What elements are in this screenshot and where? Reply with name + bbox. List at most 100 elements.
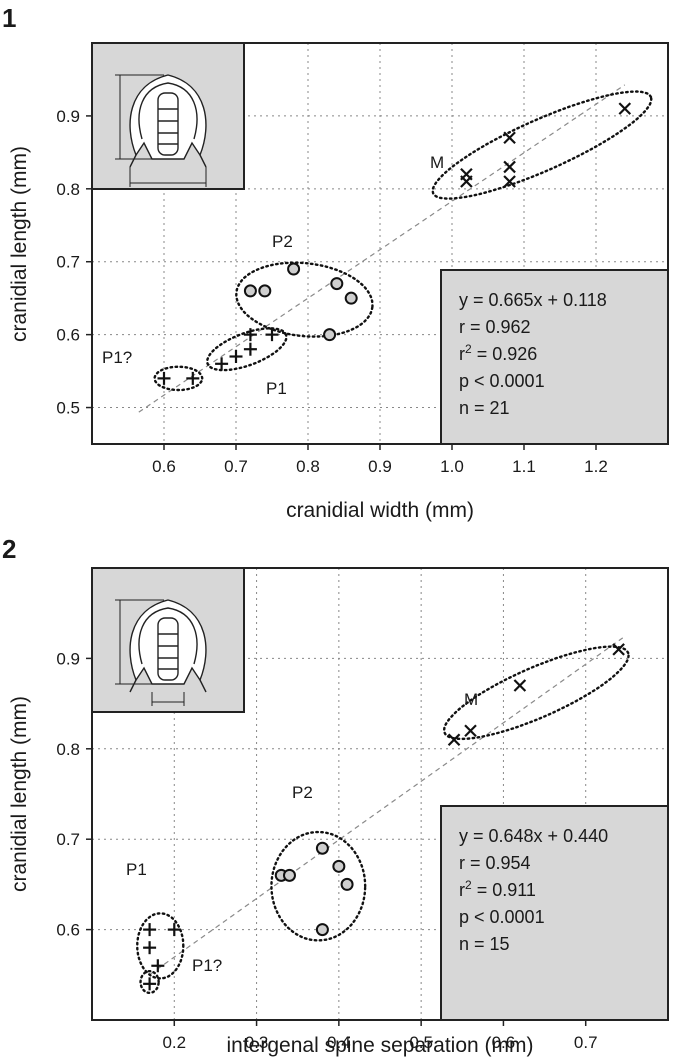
group-ellipse-p1 [205, 327, 288, 372]
x-tick-label-3: 0.9 [368, 457, 392, 476]
y-tick-label-0: 0.6 [56, 921, 80, 940]
stats-r-squared: r2 = 0.926 [459, 342, 537, 364]
right-genal-spine [199, 679, 207, 693]
group-label-m: M [430, 153, 444, 172]
plus-marker-p1q-1 [186, 371, 200, 385]
stats-r: r = 0.962 [459, 317, 531, 337]
left-genal-spine [129, 154, 137, 168]
x-marker-m-3 [612, 643, 625, 656]
plus-marker-p1-4 [265, 328, 279, 342]
x-tick-label-2: 0.4 [327, 1033, 351, 1052]
group-ellipse-p1q [153, 365, 204, 392]
stats-equation: y = 0.648x + 0.440 [459, 826, 608, 846]
circle-marker-p2-4 [340, 877, 354, 891]
group-label-p1q: P1? [102, 348, 132, 367]
x-marker-stroke-b [612, 643, 625, 656]
x-marker-stroke-b [447, 733, 461, 747]
right-genal-spine [199, 154, 207, 168]
cranidium-outline [129, 599, 207, 685]
circle-marker-p2-1 [282, 868, 296, 882]
scatter-chart-1: 1 M P2 P1 P1? y = 0.665x + 0.118 r = 0.962 r2 =… [2, 3, 669, 522]
regression-line [149, 637, 624, 976]
x-marker-stroke-b [503, 160, 516, 174]
scatter-panel-2: 2 M P2 P1 P1? y = 0.648x + 0.440 r = 0.954 r2 =… [0, 531, 678, 1062]
stats-n: n = 21 [459, 398, 510, 418]
plot-frame [91, 567, 669, 1021]
cranidium-inner-border [138, 82, 198, 140]
plus-marker-p1q-0 [143, 977, 157, 991]
x-tick-label-5: 0.7 [574, 1033, 598, 1052]
x-marker-stroke-b [503, 131, 516, 145]
circle-marker-p2-4 [344, 291, 358, 305]
y-tick-label-1: 0.6 [56, 326, 80, 345]
x-tick-label-4: 1.0 [440, 457, 464, 476]
regression-line [138, 84, 626, 413]
cranidium-outline [129, 74, 207, 160]
x-marker-m-3 [503, 160, 516, 174]
y-tick-label-2: 0.7 [56, 253, 80, 272]
plus-marker-p1-2 [143, 941, 157, 955]
glabella [157, 92, 179, 156]
y-tick-label-2: 0.8 [56, 740, 80, 759]
x-marker-stroke-b [513, 679, 527, 692]
cranidium-diagram-1 [115, 599, 207, 706]
circle-marker-p2-5 [323, 328, 337, 342]
group-label-p1: P1 [126, 860, 147, 879]
left-genal-spine [129, 679, 137, 693]
x-tick-label-0: 0.6 [152, 457, 176, 476]
group-label-p2: P2 [292, 783, 313, 802]
x-tick-label-5: 1.1 [512, 457, 536, 476]
group-ellipse-p2 [270, 830, 367, 942]
x-tick-label-3: 0.5 [409, 1033, 433, 1052]
stats-p-value: p < 0.0001 [459, 371, 545, 391]
circle-marker-p2-3 [330, 277, 344, 291]
group-label-p2: P2 [272, 232, 293, 251]
scatter-panel-1: 1 M P2 P1 P1? y = 0.665x + 0.118 r = 0.962 r2 =… [0, 0, 678, 531]
group-ellipse-p1q [139, 970, 160, 995]
cranidium-diagram-0 [115, 74, 207, 187]
glabella [157, 617, 179, 681]
y-tick-label-3: 0.8 [56, 180, 80, 199]
y-tick-label-4: 0.9 [56, 107, 80, 126]
x-tick-label-4: 0.6 [492, 1033, 516, 1052]
y-tick-label-1: 0.7 [56, 830, 80, 849]
circle-marker-p2-1 [258, 284, 272, 298]
plus-marker-p1-0 [143, 923, 157, 937]
x-tick-label-6: 1.2 [584, 457, 608, 476]
stats-r-squared: r2 = 0.911 [459, 878, 536, 900]
x-marker-stroke-b [503, 175, 516, 188]
plus-marker-p1-1 [167, 923, 181, 937]
x-marker-m-2 [513, 679, 527, 692]
cranidium-inner-border [138, 607, 198, 665]
stats-n: n = 15 [459, 934, 510, 954]
x-marker-m-2 [503, 131, 516, 145]
group-label-p1: P1 [266, 379, 287, 398]
x-tick-label-1: 0.7 [224, 457, 248, 476]
plus-marker-p1-1 [229, 350, 243, 364]
group-ellipse-p1 [136, 912, 185, 980]
stats-box [440, 805, 669, 1021]
x-marker-m-1 [464, 724, 477, 737]
x-marker-stroke-b [618, 102, 632, 115]
y-tick-label-0: 0.5 [56, 399, 80, 418]
plus-marker-p1-0 [215, 357, 229, 371]
circle-marker-p2-2 [287, 262, 301, 276]
scatter-chart-2: 2 M P2 P1 P1? y = 0.648x + 0.440 r = 0.954 r2 =… [2, 534, 669, 1057]
x-tick-label-2: 0.8 [296, 457, 320, 476]
plus-marker-p1q-0 [157, 371, 171, 385]
x-tick-label-1: 0.3 [245, 1033, 269, 1052]
stats-equation: y = 0.665x + 0.118 [459, 290, 607, 310]
stats-r: r = 0.954 [459, 853, 531, 873]
stats-p-value: p < 0.0001 [459, 907, 545, 927]
group-label-p1q: P1? [192, 956, 222, 975]
x-marker-stroke-b [464, 724, 477, 737]
x-axis-title: intergenal spine separation (mm) [227, 1034, 534, 1057]
plus-marker-p1-3 [243, 328, 257, 342]
plus-marker-p1-2 [243, 342, 257, 356]
circle-marker-p2-2 [315, 841, 329, 855]
panel-number: 2 [2, 534, 16, 564]
panel-number: 1 [2, 3, 16, 33]
x-marker-m-5 [618, 102, 632, 115]
circle-marker-p2-5 [315, 923, 329, 937]
x-tick-label-0: 0.2 [162, 1033, 186, 1052]
